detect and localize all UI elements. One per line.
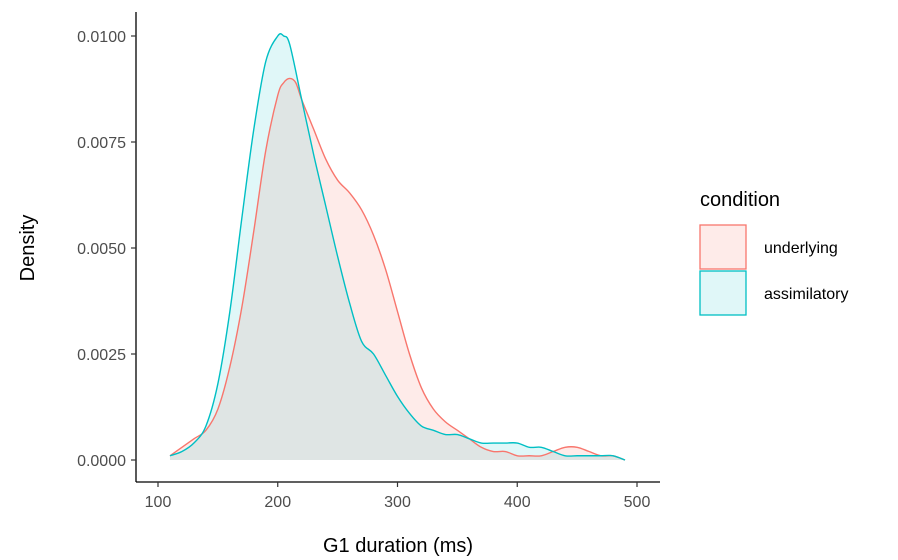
x-tick-label: 500 [624,494,651,511]
legend-label-underlying: underlying [764,240,838,257]
legend-key-underlying [699,224,747,270]
density-fill-assimilatory [169,33,626,460]
y-tick-label: 0.0075 [77,135,126,152]
x-ticks: 100 200 300 400 500 [145,482,651,511]
density-areas [169,33,626,461]
legend: condition underlying assimilatory [699,189,848,316]
x-tick-label: 100 [145,494,172,511]
x-tick-label: 200 [264,494,291,511]
legend-title: condition [700,189,780,211]
legend-label-assimilatory: assimilatory [764,286,848,303]
y-axis-title: Density [17,215,39,282]
x-tick-label: 300 [384,494,411,511]
x-axis-title: G1 duration (ms) [323,535,473,557]
density-line-assimilatory [169,33,626,461]
y-tick-label: 0.0100 [77,29,126,46]
legend-key-assimilatory [699,270,747,316]
y-tick-label: 0.0025 [77,347,126,364]
x-tick-label: 400 [504,494,531,511]
density-line-underlying [169,77,626,461]
density-fill-underlying [169,78,626,461]
y-ticks: 0.0000 0.0025 0.0050 0.0075 0.0100 [77,29,136,470]
y-tick-label: 0.0000 [77,453,126,470]
y-tick-label: 0.0050 [77,241,126,258]
